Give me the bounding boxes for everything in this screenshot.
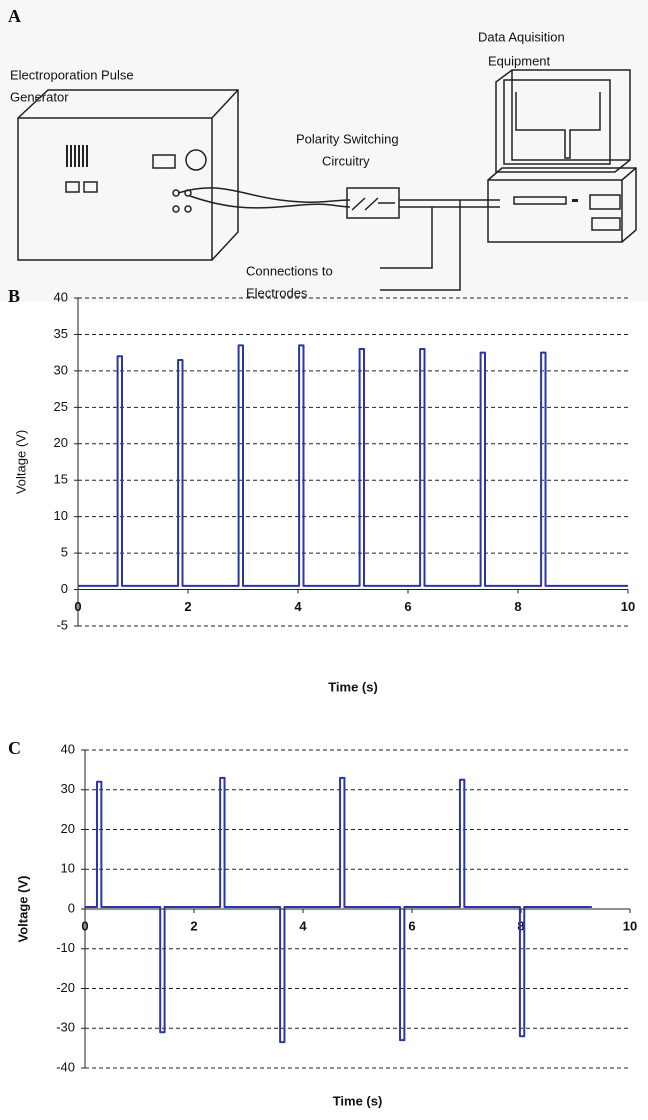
button	[65, 181, 80, 193]
y-tick-label: -10	[56, 940, 75, 955]
x-tick-label: 6	[408, 918, 415, 933]
drive	[591, 217, 621, 231]
barcode	[66, 145, 88, 167]
panel-label: A	[8, 6, 21, 26]
switching-label: Polarity Switching	[296, 131, 399, 146]
monitor	[495, 69, 631, 173]
generator-box	[17, 89, 239, 261]
x-axis-label: Time (s)	[328, 679, 378, 694]
jack	[172, 205, 180, 213]
y-tick-label: -30	[56, 1020, 75, 1035]
diagram: A Electroporation Pulse Generator Polari…	[0, 0, 648, 302]
diagram-bg	[0, 0, 648, 302]
x-tick-label: 10	[621, 599, 635, 614]
y-tick-label: 30	[54, 362, 68, 377]
x-tick-label: 4	[294, 599, 302, 614]
computer-case	[487, 167, 637, 243]
wire	[177, 187, 351, 209]
signal-line	[78, 344, 628, 587]
y-tick-label: -5	[56, 617, 68, 632]
acquisition-label: Equipment	[488, 53, 551, 68]
x-tick-label: 8	[517, 918, 524, 933]
x-tick-label: 2	[190, 918, 197, 933]
jack	[184, 205, 192, 213]
y-tick-label: -40	[56, 1059, 75, 1074]
x-tick-label: 8	[514, 599, 521, 614]
y-tick-label: 10	[61, 861, 75, 876]
x-axis-label: Time (s)	[333, 1093, 383, 1108]
y-tick-label: 0	[61, 581, 68, 596]
signal-line	[85, 776, 592, 1044]
acquisition-label: Data Aquisition	[478, 29, 565, 44]
connections-label: Connections to	[246, 263, 333, 278]
y-tick-label: 20	[54, 435, 68, 450]
screen-trace	[515, 92, 601, 159]
knob	[185, 149, 207, 171]
switch-box	[346, 187, 400, 219]
generator-label: Electroporation Pulse	[10, 67, 134, 82]
y-tick-label: 0	[68, 900, 75, 915]
y-tick-label: 5	[61, 545, 68, 560]
y-tick-label: 10	[54, 508, 68, 523]
y-tick-label: 20	[61, 821, 75, 836]
chart: C -40 -30 -20 -10 0 10 20 30 40 0 2 4 6 8 10 Time (s) Vol…	[8, 738, 637, 1108]
y-axis-label: Voltage (V)	[15, 876, 30, 943]
switch-symbol	[351, 197, 395, 211]
chart: B -5 0 5 10 15 20 25 30 35 40 0 2 4 6 8 10 Time (s) Voltag…	[8, 286, 635, 694]
y-tick-label: 40	[61, 741, 75, 756]
drive	[513, 196, 567, 205]
panel-label: B	[8, 286, 20, 306]
y-tick-label: 35	[54, 326, 68, 341]
x-tick-label: 4	[299, 918, 307, 933]
display	[152, 154, 176, 169]
light	[572, 199, 578, 202]
y-tick-label: 25	[54, 399, 68, 414]
x-tick-label: 0	[74, 599, 81, 614]
x-tick-label: 6	[404, 599, 411, 614]
x-tick-label: 0	[81, 918, 88, 933]
y-tick-label: 40	[54, 289, 68, 304]
screen	[503, 79, 611, 165]
wire	[380, 199, 500, 291]
y-axis-label: Voltage (V)	[13, 430, 28, 494]
button	[83, 181, 98, 193]
y-tick-label: 30	[61, 781, 75, 796]
drive	[589, 194, 621, 210]
connections-label: Electrodes	[246, 285, 308, 300]
y-tick-label: -20	[56, 980, 75, 995]
x-tick-label: 10	[623, 918, 637, 933]
switching-label: Circuitry	[322, 153, 370, 168]
y-tick-label: 15	[54, 472, 68, 487]
panel-label: C	[8, 738, 21, 758]
x-tick-label: 2	[184, 599, 191, 614]
